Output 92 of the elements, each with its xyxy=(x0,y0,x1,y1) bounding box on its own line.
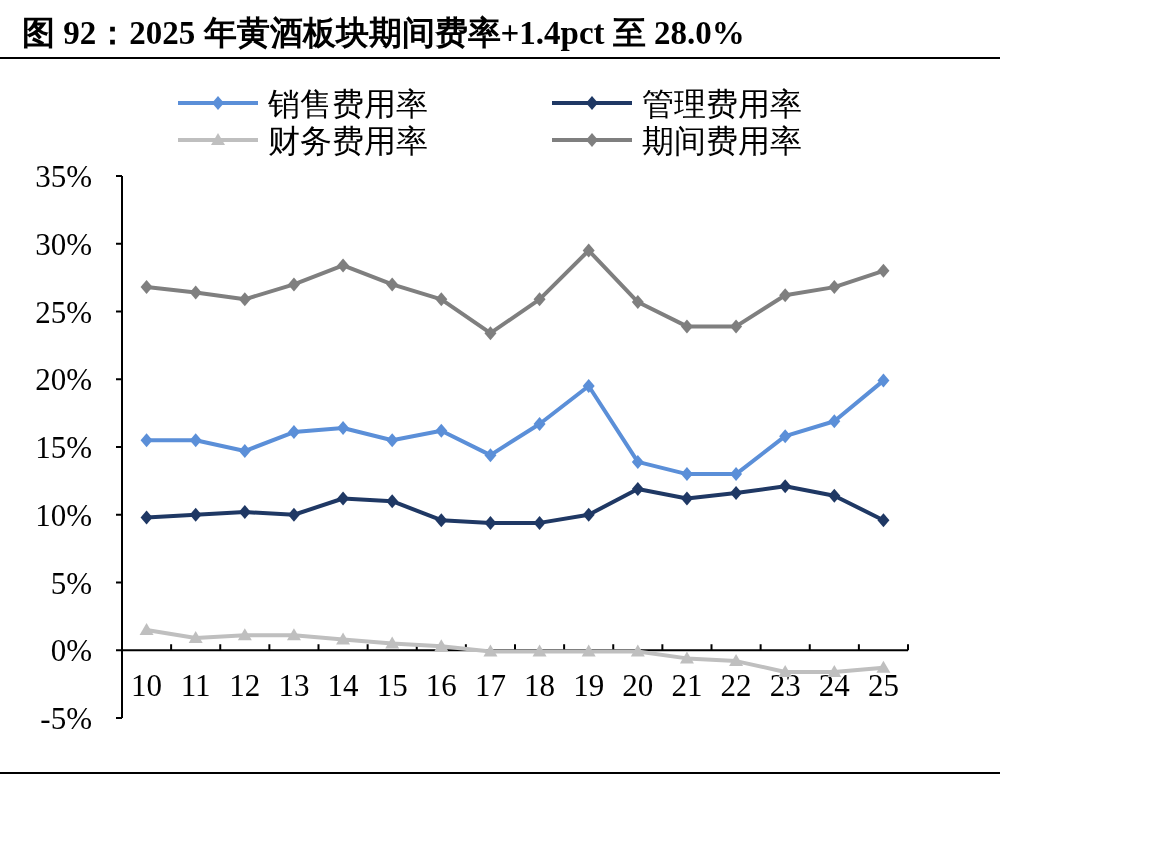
point xyxy=(876,660,891,673)
x-tick-label: 16 xyxy=(425,668,457,704)
point xyxy=(828,488,841,503)
legend-label: 管理费用率 xyxy=(642,86,802,122)
x-tick-label: 18 xyxy=(524,668,556,704)
point xyxy=(582,507,595,522)
point xyxy=(238,444,251,459)
x-tick-label: 14 xyxy=(327,668,360,704)
x-tick-label: 25 xyxy=(867,668,899,704)
x-tick-label: 23 xyxy=(769,668,801,704)
x-tick-label: 19 xyxy=(573,668,605,704)
point xyxy=(533,515,546,530)
x-tick-label: 17 xyxy=(474,668,506,704)
point xyxy=(386,494,399,509)
point xyxy=(337,258,350,273)
point xyxy=(680,491,693,506)
legend-label: 财务费用率 xyxy=(268,123,428,159)
point xyxy=(581,644,596,657)
y-tick-label: 35% xyxy=(35,159,92,194)
point xyxy=(877,373,890,388)
point xyxy=(189,285,202,300)
y-tick-label: -5% xyxy=(40,701,92,736)
x-tick-label: 20 xyxy=(622,668,654,704)
legend-label: 销售费用率 xyxy=(267,86,428,122)
point xyxy=(680,319,693,334)
x-tick-label: 24 xyxy=(818,668,851,704)
point xyxy=(483,644,498,657)
point xyxy=(337,421,350,436)
chart-title: 图 92：2025 年黄酒板块期间费率+1.4pct 至 28.0% xyxy=(22,15,745,51)
point xyxy=(877,263,890,278)
x-tick-label: 10 xyxy=(131,668,163,704)
x-tick-label: 13 xyxy=(278,668,310,704)
point xyxy=(484,448,497,463)
x-tick-label: 22 xyxy=(720,668,752,704)
point xyxy=(287,425,300,440)
point xyxy=(435,513,448,528)
legend-label: 期间费用率 xyxy=(642,123,802,159)
point xyxy=(189,507,202,522)
point xyxy=(729,654,744,667)
point xyxy=(730,319,743,334)
y-tick-label: 25% xyxy=(35,294,92,330)
point xyxy=(189,433,202,448)
point xyxy=(435,292,448,307)
point xyxy=(582,243,595,258)
point xyxy=(237,628,252,641)
point xyxy=(532,644,547,657)
point xyxy=(435,423,448,438)
point xyxy=(631,454,644,469)
point xyxy=(484,515,497,530)
x-tick-label: 12 xyxy=(229,668,261,704)
point xyxy=(828,414,841,429)
y-tick-label: 0% xyxy=(50,633,92,669)
y-tick-label: 10% xyxy=(35,497,92,533)
y-tick-label: 20% xyxy=(35,362,92,398)
point xyxy=(582,379,595,394)
point xyxy=(533,292,546,307)
point xyxy=(287,507,300,522)
point xyxy=(386,277,399,292)
point xyxy=(631,295,644,310)
point xyxy=(730,486,743,501)
point xyxy=(730,467,743,482)
y-tick-label: 30% xyxy=(35,226,92,262)
point xyxy=(533,416,546,431)
point xyxy=(779,288,792,303)
point xyxy=(484,326,497,341)
y-tick-label: 15% xyxy=(35,430,92,465)
point xyxy=(679,651,694,664)
point xyxy=(631,482,644,497)
point xyxy=(434,639,449,652)
point xyxy=(286,628,301,641)
point xyxy=(140,280,153,295)
x-tick-label: 15 xyxy=(376,668,408,704)
point xyxy=(680,467,693,482)
point xyxy=(188,631,203,644)
point xyxy=(238,292,251,307)
point xyxy=(238,505,251,520)
point xyxy=(828,280,841,295)
point xyxy=(630,644,645,657)
point xyxy=(779,429,792,444)
point xyxy=(877,513,890,528)
point xyxy=(385,636,400,649)
point xyxy=(139,622,154,635)
y-tick-label: 5% xyxy=(50,565,92,601)
x-tick-label: 11 xyxy=(180,668,211,704)
point xyxy=(779,479,792,494)
point xyxy=(337,491,350,506)
point xyxy=(287,277,300,292)
point xyxy=(386,433,399,448)
x-tick-label: 21 xyxy=(671,668,703,704)
point xyxy=(140,510,153,525)
point xyxy=(140,433,153,448)
point xyxy=(336,632,351,645)
